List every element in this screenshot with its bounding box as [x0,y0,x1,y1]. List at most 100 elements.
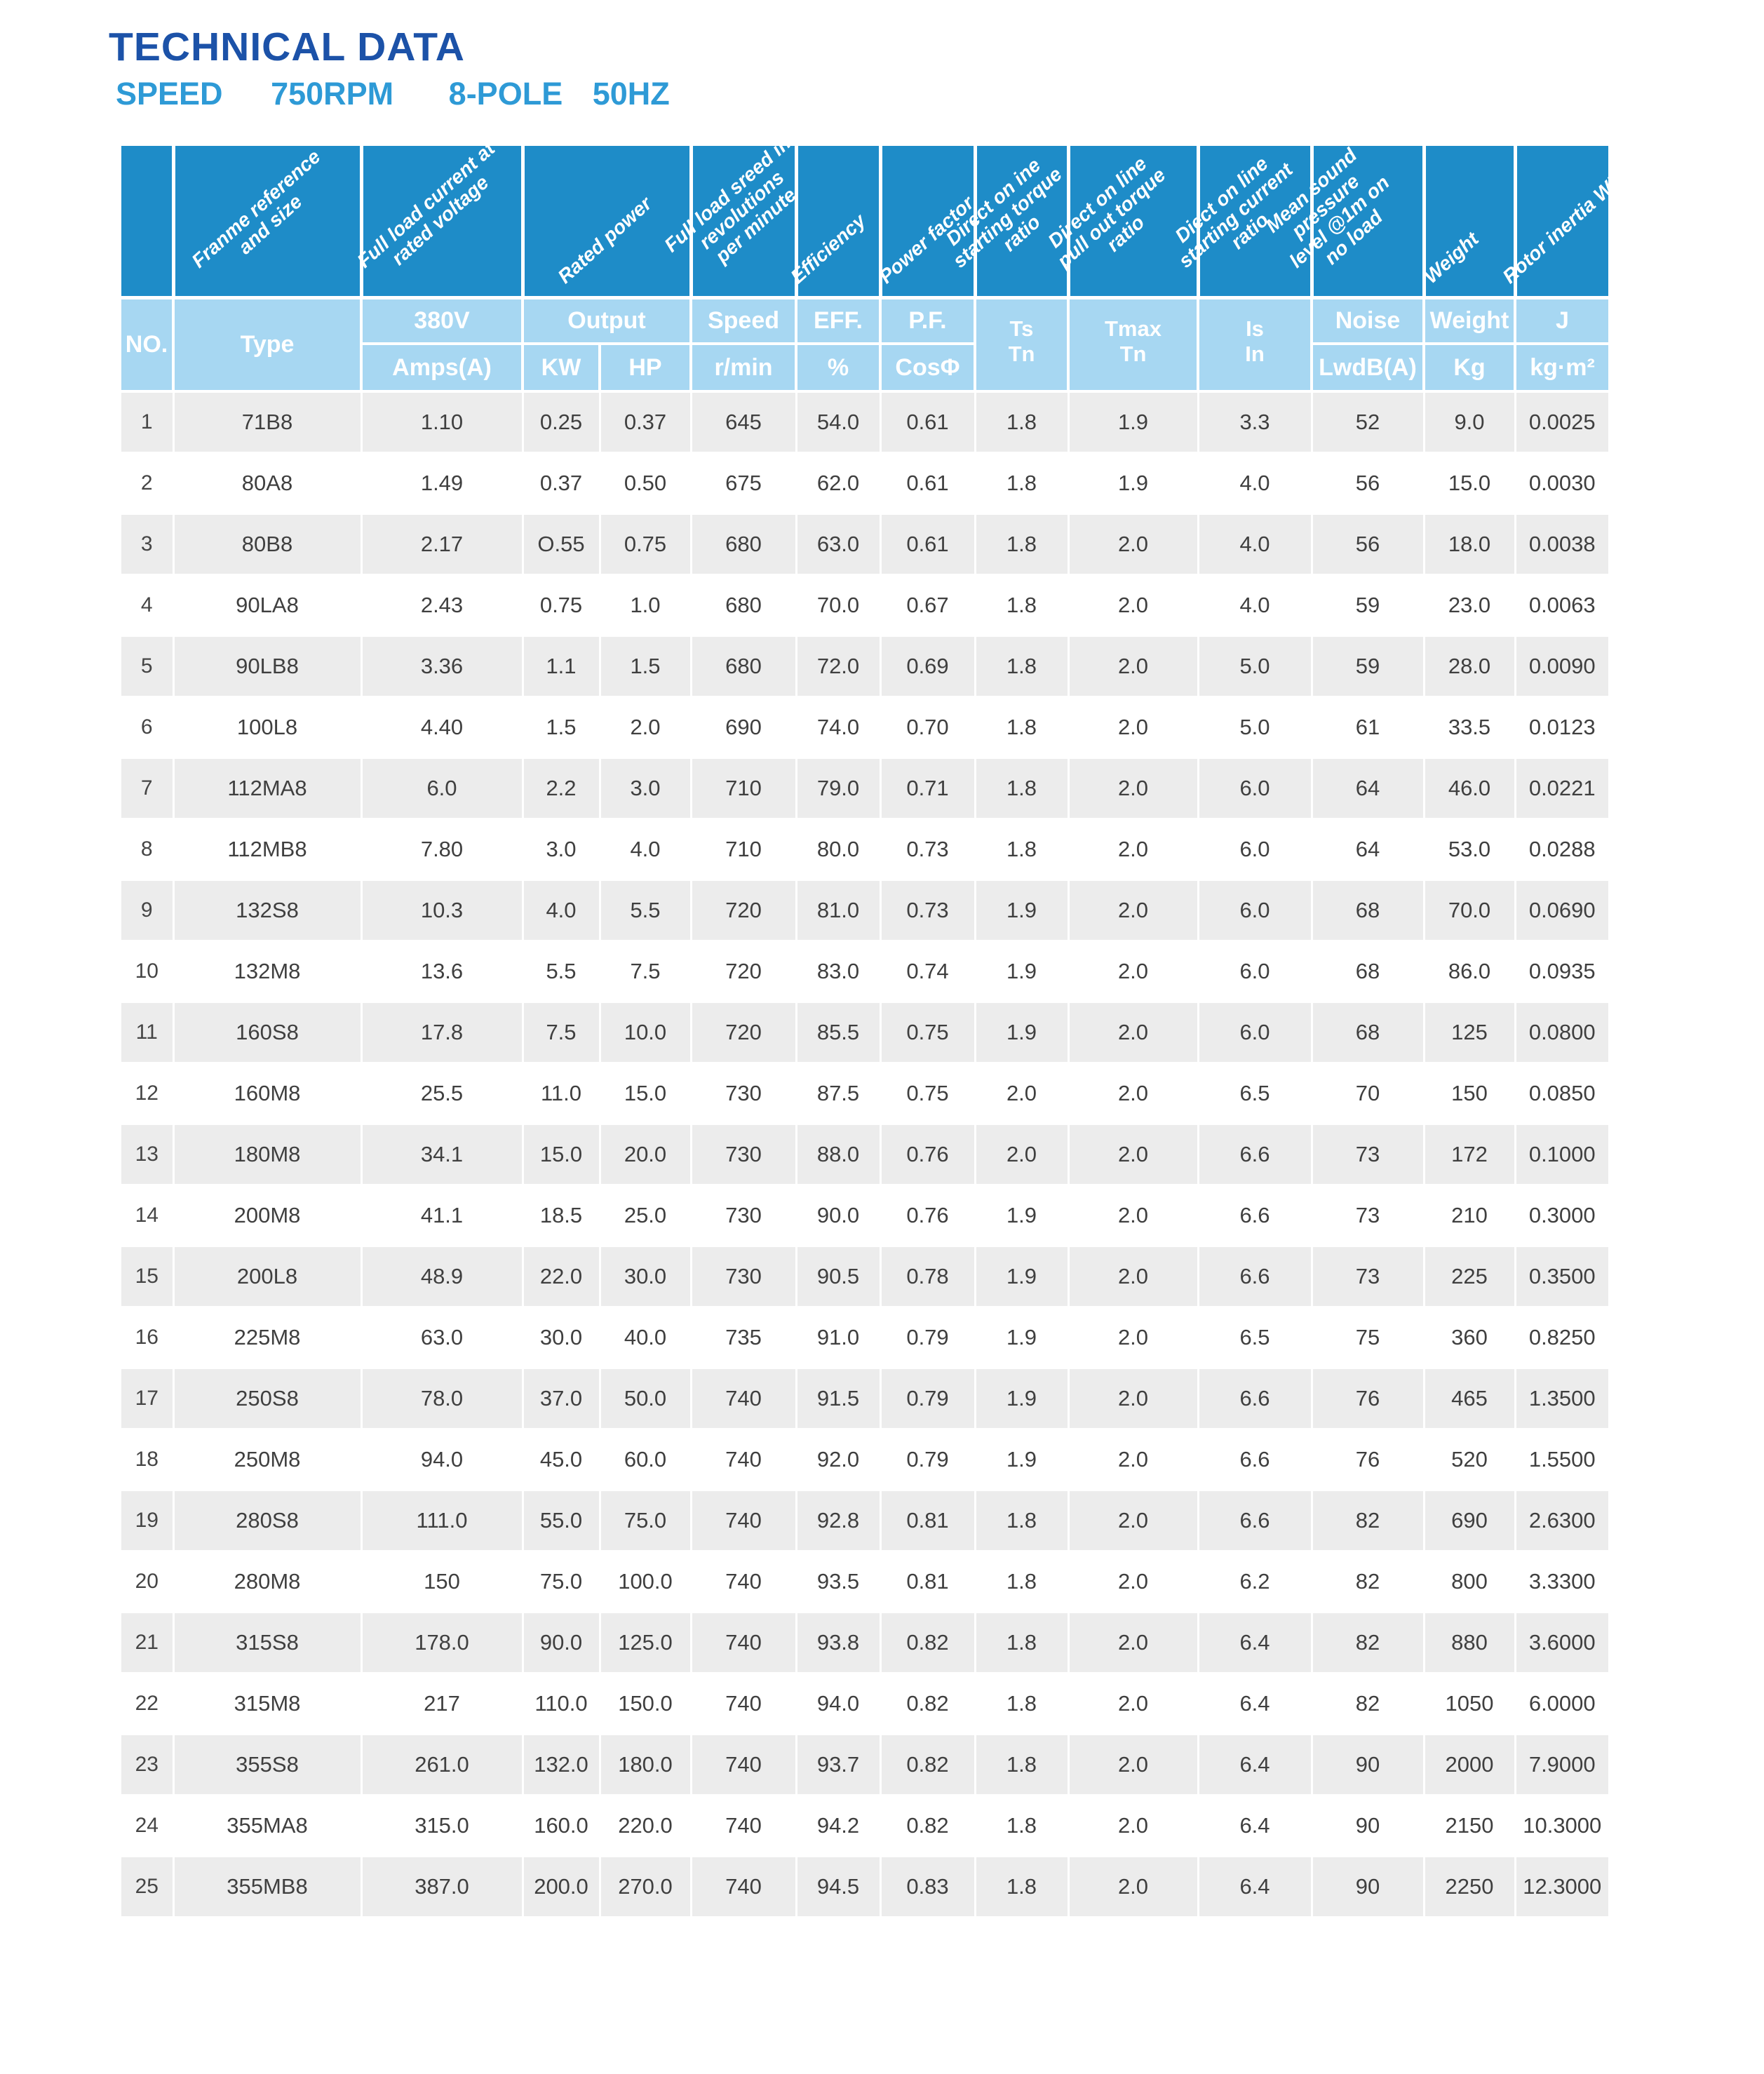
cell-amps: 7.80 [360,817,524,881]
cell-eff: 83.0 [795,939,882,1003]
cell-kg: 23.0 [1422,573,1516,637]
cell-rmin: 740 [689,1488,797,1552]
cell-type: 132S8 [172,878,363,942]
cell-type: 160S8 [172,1000,363,1064]
subtitle-hz: 50HZ [592,76,670,112]
cell-cos: 0.61 [879,390,976,454]
table-row: 12 160M8 25.5 11.0 15.0 730 87.5 0.75 2.0 2.0 6.5 7… [121,1061,1608,1125]
cell-rmin: 690 [689,695,797,759]
cell-amps: 2.17 [360,512,524,576]
cell-tmax: 2.0 [1067,695,1199,759]
rotated-header-row: Franme reference and size Full load curren… [121,132,1634,299]
cell-amps: 261.0 [360,1732,524,1796]
rotated-column-header-type: Franme reference and size [171,145,363,299]
table-row: 7 112MA8 6.0 2.2 3.0 710 79.0 0.71 1.8 2.0 6.0 64 46… [121,756,1608,820]
cell-kg: 520 [1422,1427,1516,1491]
cell-eff: 94.0 [795,1671,882,1735]
cell-is: 5.0 [1197,634,1313,698]
cell-kw: 0.25 [521,390,601,454]
cell-kg: 2000 [1422,1732,1516,1796]
cell-kw: 45.0 [521,1427,601,1491]
unit-amps: Amps(A) [360,342,524,393]
cell-is: 3.3 [1197,390,1313,454]
cell-tmax: 1.9 [1067,451,1199,515]
column-header-voltage: 380V [360,296,524,345]
table-row: 19 280S8 111.0 55.0 75.0 740 92.8 0.81 1.8 2.0 6.6… [121,1488,1608,1552]
column-header-noise: Noise [1310,296,1425,345]
subtitle-speed: SPEED [116,76,223,112]
cell-amps: 6.0 [360,756,524,820]
cell-tmax: 2.0 [1067,512,1199,576]
cell-type: 112MB8 [172,817,363,881]
table-row: 20 280M8 150 75.0 100.0 740 93.5 0.81 1.8 2.0 6.2 8… [121,1549,1608,1613]
cell-type: 355MA8 [172,1793,363,1857]
cell-ts: 1.8 [974,451,1070,515]
cell-is: 6.6 [1197,1122,1313,1186]
cell-rmin: 730 [689,1061,797,1125]
cell-is: 6.4 [1197,1793,1313,1857]
rotated-column-header-pf: Power factor [875,146,978,299]
cell-eff: 94.5 [795,1854,882,1918]
cell-hp: 30.0 [598,1244,692,1308]
cell-is: 6.0 [1197,878,1313,942]
cell-rmin: 740 [689,1671,797,1735]
eff-rotated-label: Efficiency [786,209,870,287]
cell-no: 24 [121,1793,175,1857]
cell-j: 0.0038 [1514,512,1608,576]
cell-j: 1.3500 [1514,1366,1608,1430]
cell-type: 315M8 [172,1671,363,1735]
cell-ts: 1.9 [974,1244,1070,1308]
cell-eff: 92.0 [795,1427,882,1491]
cell-is: 6.4 [1197,1854,1313,1918]
cell-kw: 110.0 [521,1671,601,1735]
cell-amps: 48.9 [360,1244,524,1308]
cell-ts: 1.9 [974,1305,1070,1369]
cell-rmin: 740 [689,1549,797,1613]
rotated-label-line: Full load current at [352,137,499,272]
cell-kg: 172 [1422,1122,1516,1186]
cell-type: 200L8 [172,1244,363,1308]
cell-is: 6.4 [1197,1610,1313,1674]
cell-cos: 0.70 [879,695,976,759]
cell-rmin: 710 [689,817,797,881]
cell-noise: 90 [1310,1793,1425,1857]
cell-is: 6.6 [1197,1183,1313,1247]
label-ts: Ts [1009,316,1034,342]
cell-eff: 81.0 [795,878,882,942]
cell-hp: 0.50 [598,451,692,515]
unit-hp: HP [598,342,692,393]
j-rotated-label: Rotor inertia Wk2 [1498,162,1634,287]
cell-type: 80B8 [172,512,363,576]
cell-eff: 85.5 [795,1000,882,1064]
table-row: 4 90LA8 2.43 0.75 1.0 680 70.0 0.67 1.8 2.0 4.0 59 2… [121,573,1608,637]
cell-no: 4 [121,573,175,637]
cell-type: 112MA8 [172,756,363,820]
type-rotated-label: Franme reference and size [187,145,338,288]
cell-eff: 92.8 [795,1488,882,1552]
column-header-is-in: Is In [1197,296,1313,393]
cell-hp: 0.37 [598,390,692,454]
cell-rmin: 675 [689,451,797,515]
cell-noise: 68 [1310,878,1425,942]
cell-rmin: 740 [689,1793,797,1857]
cell-hp: 15.0 [598,1061,692,1125]
rotated-column-header-amps: Full load current at rated voltage [353,137,525,299]
cell-j: 0.0850 [1514,1061,1608,1125]
cell-j: 0.0221 [1514,756,1608,820]
label-tmax: Tmax [1105,316,1162,342]
column-header-ts-tn: Ts Tn [974,296,1070,393]
cell-is: 6.4 [1197,1732,1313,1796]
cell-noise: 52 [1310,390,1425,454]
table-row: 15 200L8 48.9 22.0 30.0 730 90.5 0.78 1.9 2.0 6.6 7… [121,1244,1608,1308]
cell-kw: 0.75 [521,573,601,637]
subheader-row-1: NO. Type 380V Output Speed EFF. P.F. Ts … [121,296,1608,393]
cell-type: 280S8 [172,1488,363,1552]
cell-tmax: 2.0 [1067,1000,1199,1064]
cell-j: 1.5500 [1514,1427,1608,1491]
cell-kw: 1.1 [521,634,601,698]
cell-ts: 1.8 [974,756,1070,820]
cell-cos: 0.83 [879,1854,976,1918]
cell-kg: 2250 [1422,1854,1516,1918]
cell-is: 6.6 [1197,1427,1313,1491]
cell-ts: 1.8 [974,1671,1070,1735]
